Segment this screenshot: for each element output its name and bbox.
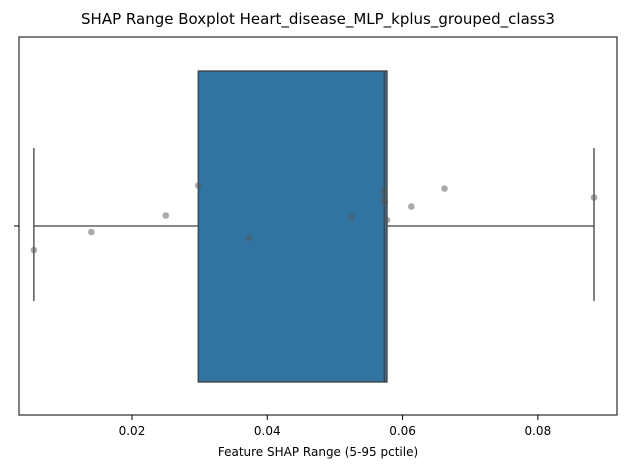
data-point <box>30 246 38 254</box>
chart-title: SHAP Range Boxplot Heart_disease_MLP_kpl… <box>81 10 555 29</box>
data-point <box>590 194 598 201</box>
data-point <box>88 228 95 236</box>
data-point <box>162 212 170 219</box>
data-point <box>383 216 391 224</box>
data-point <box>194 182 202 189</box>
x-axis-label: Feature SHAP Range (5-95 pctile) <box>218 445 418 459</box>
data-point <box>380 188 387 195</box>
data-point <box>348 213 356 221</box>
x-tick-label: 0.06 <box>389 424 416 438</box>
plot-area <box>30 70 598 383</box>
x-tick-label: 0.04 <box>254 424 281 438</box>
data-point <box>245 234 253 242</box>
x-tick-label: 0.02 <box>119 424 146 438</box>
iqr-box <box>197 70 388 383</box>
x-axis: 0.02 0.04 0.06 0.08 <box>14 36 618 438</box>
data-point <box>381 198 389 206</box>
data-point <box>408 203 415 210</box>
x-tick-label: 0.08 <box>524 424 551 438</box>
data-point <box>441 185 448 192</box>
